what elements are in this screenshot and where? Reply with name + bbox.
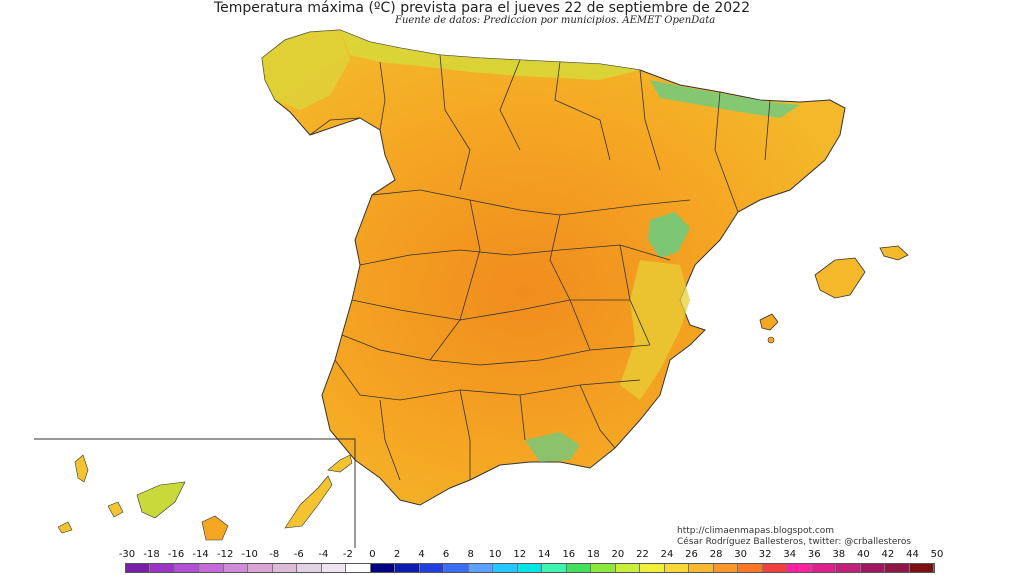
legend-tick-label: 36 bbox=[807, 549, 821, 560]
legend-swatch bbox=[909, 564, 934, 572]
legend-swatch bbox=[738, 564, 763, 572]
legend-tick-label: 30 bbox=[734, 549, 747, 560]
el-hierro-island bbox=[57, 521, 73, 534]
legend-tick-label: -6 bbox=[293, 549, 304, 560]
legend-tick-label: 40 bbox=[856, 549, 870, 560]
baetic-cool-zone bbox=[525, 432, 580, 462]
credits-url[interactable]: http://climaenmapas.blogspot.com bbox=[677, 526, 835, 536]
la-gomera-island bbox=[107, 501, 124, 518]
gran-canaria-island bbox=[201, 515, 229, 541]
legend-swatch bbox=[836, 564, 861, 572]
legend-swatch bbox=[517, 564, 543, 572]
legend-tick-label: -18 bbox=[143, 549, 160, 560]
mallorca-island bbox=[814, 257, 866, 299]
legend-swatch bbox=[787, 564, 812, 572]
legend-swatch bbox=[272, 564, 298, 572]
legend-swatch bbox=[689, 564, 714, 572]
legend-swatch bbox=[126, 564, 151, 572]
legend-swatch bbox=[199, 564, 224, 572]
legend-tick-label: 44 bbox=[906, 549, 919, 560]
legend-tick-label: 8 bbox=[467, 549, 474, 560]
legend-tick-label: 26 bbox=[685, 549, 698, 560]
canary-inset-frame bbox=[34, 438, 356, 548]
legend-tick-label: -2 bbox=[342, 549, 353, 560]
legend-tick-label: 34 bbox=[783, 549, 797, 560]
menorca-island bbox=[879, 245, 909, 261]
legend-tick-label: 0 bbox=[369, 549, 376, 560]
legend-swatch bbox=[566, 564, 592, 572]
legend-tick-label: 18 bbox=[586, 549, 600, 560]
legend-swatch bbox=[615, 564, 641, 572]
legend-tick-label: 6 bbox=[442, 549, 450, 560]
legend-swatch bbox=[419, 564, 445, 572]
legend-swatch bbox=[321, 564, 347, 572]
legend-swatch bbox=[150, 564, 175, 572]
legend-tick-label: -8 bbox=[269, 549, 280, 560]
legend-tick-label: 4 bbox=[418, 549, 425, 560]
map-title: Temperatura máxima (ºC) prevista para el… bbox=[214, 0, 750, 16]
legend-swatch bbox=[493, 564, 518, 572]
cantabrian-cool-zone bbox=[340, 30, 640, 80]
map-subtitle: Fuente de datos: Prediccion por municipi… bbox=[395, 15, 716, 26]
legend-tick-label: 10 bbox=[488, 549, 502, 560]
legend-swatch bbox=[591, 564, 616, 572]
legend-tick-label: 28 bbox=[709, 549, 723, 560]
legend-swatch bbox=[395, 564, 420, 572]
legend-tick-label: 20 bbox=[611, 549, 625, 560]
legend-tick-label: -16 bbox=[167, 549, 185, 560]
lanzarote-island bbox=[327, 454, 353, 473]
legend-swatch bbox=[370, 564, 396, 572]
legend-swatch bbox=[346, 564, 371, 572]
credits-author: César Rodríguez Ballesteros, twitter: @c… bbox=[677, 537, 912, 547]
legend-swatch bbox=[248, 564, 273, 572]
spain-temperature-map bbox=[34, 29, 909, 548]
legend-swatch bbox=[713, 564, 739, 572]
eastern-coast-mild-zone bbox=[620, 260, 690, 400]
legend-swatch bbox=[542, 564, 567, 572]
province-borders bbox=[309, 54, 771, 481]
legend-swatch bbox=[174, 564, 200, 572]
legend-swatch bbox=[640, 564, 665, 572]
legend-swatch bbox=[468, 564, 494, 572]
legend-swatch bbox=[885, 564, 910, 572]
pyrenees-cold-zone bbox=[650, 80, 800, 118]
legend-swatch bbox=[297, 564, 322, 572]
legend-tick-label: 50 bbox=[930, 549, 944, 560]
legend-swatch bbox=[664, 564, 690, 572]
legend-tick-label: 24 bbox=[660, 549, 674, 560]
legend-swatch bbox=[811, 564, 837, 572]
la-palma-island bbox=[74, 454, 89, 483]
iberian-cool-zone bbox=[648, 212, 690, 258]
fuerteventura-island bbox=[284, 475, 333, 529]
legend-tick-label: 14 bbox=[537, 549, 551, 560]
legend-tick-label: -30 bbox=[118, 549, 136, 560]
legend-tick-label: -12 bbox=[217, 549, 234, 560]
ibiza-island bbox=[759, 313, 779, 331]
legend-tick-label: -4 bbox=[318, 549, 329, 560]
legend-tick-label: 16 bbox=[562, 549, 576, 560]
legend-tick-label: 22 bbox=[636, 549, 649, 560]
color-scale-legend bbox=[125, 563, 935, 573]
legend-tick-label: 32 bbox=[758, 549, 772, 560]
legend-tick-label: -14 bbox=[192, 549, 209, 560]
legend-swatch bbox=[444, 564, 469, 572]
legend-labels: -30 -18 -16 -14 -12 -10 -8 -6 -4 -2 0 2 4 6 8 10 12 14 16 1… bbox=[0, 549, 1024, 563]
legend-tick-label: 42 bbox=[881, 549, 895, 560]
legend-swatch bbox=[223, 564, 249, 572]
legend-tick-label: 2 bbox=[393, 549, 401, 560]
formentera-island bbox=[767, 336, 775, 344]
legend-tick-label: 12 bbox=[513, 549, 527, 560]
tenerife-island bbox=[136, 481, 186, 519]
legend-swatch bbox=[762, 564, 788, 572]
legend-tick-label: -10 bbox=[241, 549, 258, 560]
galicia-mild-zone bbox=[262, 30, 350, 110]
legend-tick-label: 38 bbox=[832, 549, 846, 560]
map-credits: http://climaenmapas.blogspot.com César R… bbox=[677, 526, 911, 548]
legend-swatch bbox=[860, 564, 886, 572]
